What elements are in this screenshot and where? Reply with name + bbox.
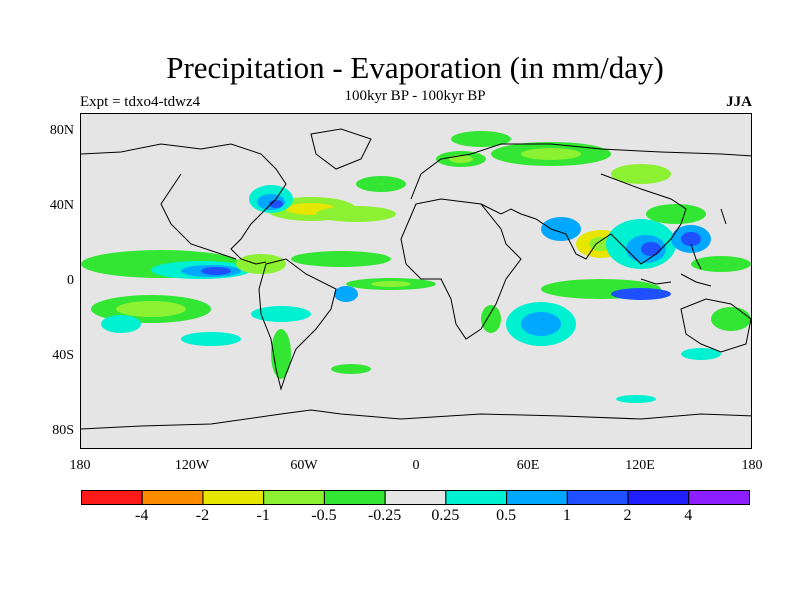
anomaly-patch <box>334 286 358 302</box>
lon-tick-label: 60W <box>290 458 318 473</box>
colorbar-box <box>323 490 386 505</box>
eurasia-coast <box>410 143 751 265</box>
anomaly-patch <box>201 267 231 275</box>
map-canvas <box>81 128 751 430</box>
anomaly-patch <box>236 254 286 274</box>
colorbar-label: -0.25 <box>367 507 402 524</box>
anomaly-patch <box>616 395 656 403</box>
islands-coast <box>640 208 727 287</box>
anomaly-patch <box>356 176 406 192</box>
lon-tick-label: 180 <box>741 458 763 473</box>
anomaly-patch <box>251 306 311 322</box>
lon-tick-label: 60E <box>516 458 540 473</box>
colorbar-box <box>141 490 204 505</box>
colorbar <box>81 490 751 505</box>
anomaly-patch <box>691 256 751 272</box>
colorbar-label: 4 <box>684 507 693 524</box>
south-america-coast <box>258 258 337 391</box>
map-subtitle: 100kyr BP - 100kyr BP <box>344 88 486 104</box>
anomaly-patch <box>521 312 561 336</box>
lon-tick-label: 180 <box>69 458 91 473</box>
colorbar-box <box>445 490 508 505</box>
anomaly-patch <box>371 281 411 287</box>
anomaly-patches <box>81 131 751 403</box>
lat-tick-label: 0 <box>67 273 74 288</box>
lon-tick-label: 0 <box>412 458 420 473</box>
anomaly-patch <box>681 232 701 246</box>
anomaly-patch <box>449 155 473 163</box>
lat-tick-label: 80N <box>49 123 74 138</box>
anomaly-patch <box>331 364 371 374</box>
anomaly-patch <box>646 204 706 224</box>
colorbar-label: 2 <box>623 507 632 524</box>
anomaly-patch <box>316 206 396 222</box>
anomaly-patch <box>181 332 241 346</box>
lat-tick-label: 80S <box>52 423 74 438</box>
colorbar-label: -0.5 <box>311 507 337 524</box>
anomaly-patch <box>611 164 671 184</box>
anomaly-patch <box>481 305 501 333</box>
season-label: JJA <box>726 94 752 110</box>
map-plot-area <box>80 113 752 449</box>
map-title: Precipitation - Evaporation (in mm/day) <box>166 50 664 85</box>
anomaly-patch <box>291 251 391 267</box>
lat-tick-label: 40N <box>49 198 74 213</box>
colorbar-label: -4 <box>135 507 149 524</box>
colorbar-label: 0.25 <box>431 507 460 524</box>
anomaly-patch <box>681 348 721 360</box>
anomaly-patch <box>116 301 186 317</box>
greenland-coast <box>310 128 372 170</box>
anomaly-patch <box>451 131 511 147</box>
africa-coast <box>400 198 522 340</box>
lon-tick-label: 120W <box>174 458 210 473</box>
anomaly-patch <box>641 242 661 256</box>
anomaly-patch <box>711 307 751 331</box>
colorbar-box <box>81 490 143 505</box>
colorbar-label: 0.5 <box>496 507 517 524</box>
australia-coast <box>680 298 751 353</box>
colorbar-label: 1 <box>562 507 571 524</box>
coastlines <box>81 128 751 430</box>
colorbar-label: -2 <box>195 507 210 524</box>
colorbar-box <box>384 490 447 505</box>
lat-tick-label: 40S <box>52 348 74 363</box>
colorbar-box <box>566 490 629 505</box>
colorbar-box <box>202 490 265 505</box>
anomaly-patch <box>521 148 581 160</box>
anomaly-patch <box>101 315 141 333</box>
lon-tick-label: 120E <box>625 458 655 473</box>
anomaly-patch <box>541 217 581 241</box>
colorbar-box <box>627 490 690 505</box>
anomaly-patch <box>611 288 671 300</box>
colorbar-box <box>506 490 568 505</box>
colorbar-box <box>688 490 751 505</box>
colorbar-box <box>263 490 325 505</box>
colorbar-label: -1 <box>256 507 270 524</box>
antarctica-coast <box>81 409 751 430</box>
experiment-label: Expt = tdxo4-tdwz4 <box>80 94 201 110</box>
north-america-coast <box>81 143 287 265</box>
